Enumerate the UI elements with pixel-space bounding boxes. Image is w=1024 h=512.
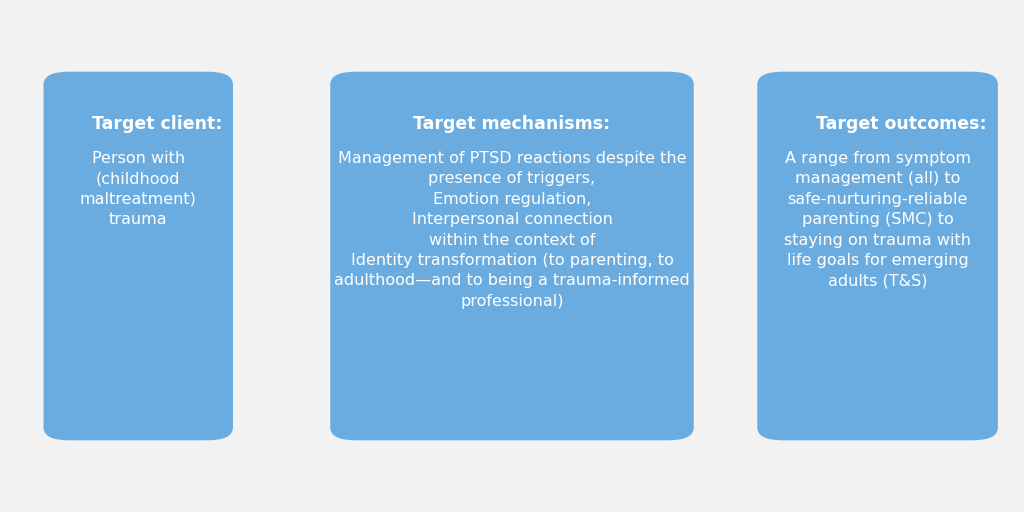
Text: A range from symptom
management (all) to
safe-nurturing-reliable
parenting (SMC): A range from symptom management (all) to… [784, 151, 971, 288]
Text: Target mechanisms:: Target mechanisms: [414, 115, 610, 133]
FancyBboxPatch shape [44, 72, 233, 440]
FancyBboxPatch shape [330, 72, 694, 440]
Text: Management of PTSD reactions despite the
presence of triggers,
Emotion regulatio: Management of PTSD reactions despite the… [334, 151, 690, 309]
FancyBboxPatch shape [758, 72, 997, 440]
Text: Target outcomes:: Target outcomes: [816, 115, 987, 133]
Text: Person with
(childhood
maltreatment)
trauma: Person with (childhood maltreatment) tra… [80, 151, 197, 227]
Text: Target client:: Target client: [92, 115, 222, 133]
